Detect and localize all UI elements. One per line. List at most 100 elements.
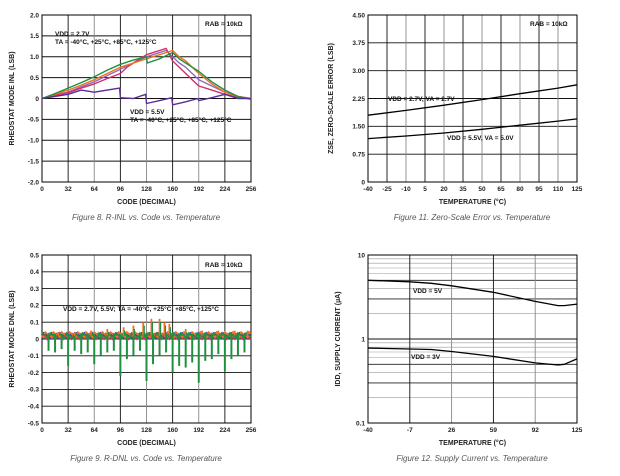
y-tick-label: -0.3 <box>28 387 40 394</box>
chart-annotation: VDD = 5.5V, VA = 5.0V <box>447 135 514 142</box>
y-tick-label: 1.5 <box>30 33 39 40</box>
y-tick-label: 4.50 <box>352 12 365 19</box>
x-tick-label: 125 <box>572 427 583 434</box>
x-tick-label: 80 <box>516 186 524 193</box>
x-tick-label: -10 <box>401 186 411 193</box>
x-tick-label: 32 <box>65 427 73 434</box>
chart-annotation: RAB = 10kΩ <box>530 21 568 28</box>
x-axis-label: CODE (DECIMAL) <box>117 199 176 206</box>
x-tick-label: 50 <box>478 186 486 193</box>
y-tick-label: 2.0 <box>30 12 39 19</box>
x-tick-label: 0 <box>40 427 44 434</box>
x-axis-label: TEMPERATURE (°C) <box>439 439 506 447</box>
y-axis-label: RHEOSTAT MODE INL (LSB) <box>9 51 16 145</box>
figure-caption: Figure 12. Supply Current vs. Temperatur… <box>396 454 548 463</box>
x-tick-label: 192 <box>193 427 204 434</box>
x-tick-label: 0 <box>40 186 44 193</box>
x-axis-label: CODE (DECIMAL) <box>117 440 176 447</box>
series-line-5 <box>41 87 251 106</box>
x-tick-label: 128 <box>141 427 152 434</box>
y-tick-label: 0 <box>35 96 39 103</box>
x-tick-label: 110 <box>553 186 564 193</box>
y-tick-label: 1.50 <box>352 124 365 131</box>
x-tick-label: 5 <box>423 186 427 193</box>
y-tick-label: 0.5 <box>30 75 39 82</box>
x-tick-label: 224 <box>219 427 230 434</box>
x-tick-label: 35 <box>459 186 467 193</box>
series-line-1 <box>367 84 578 116</box>
y-tick-label: 0.4 <box>30 269 39 276</box>
y-tick-label: 1 <box>361 336 365 343</box>
y-tick-label: -2.0 <box>28 179 40 186</box>
chart-2: 4.50 3.75 3.00 2.25 1.50 0.75 0-40 -25 -10 5 20 35 5… <box>328 12 583 222</box>
y-tick-label: -1.0 <box>28 138 40 145</box>
x-tick-label: 128 <box>141 186 152 193</box>
x-tick-label: 256 <box>246 186 257 193</box>
chart-annotation: VDD = 5V <box>413 288 443 295</box>
x-tick-label: -25 <box>382 186 392 193</box>
series-line-2 <box>41 47 252 100</box>
y-tick-label: -0.5 <box>28 117 40 124</box>
chart-annotation: TA = -40°C, +25°C, +85°C, +125°C <box>130 116 232 124</box>
x-tick-label: -40 <box>363 427 373 434</box>
x-tick-label: 64 <box>91 427 99 434</box>
x-tick-label: 160 <box>167 186 178 193</box>
y-tick-label: 0.3 <box>30 286 39 293</box>
x-tick-label: 95 <box>535 186 543 193</box>
y-tick-label: 0.1 <box>356 420 365 427</box>
y-tick-label: 10 <box>358 252 366 259</box>
chart-annotation: RAB = 10kΩ <box>205 262 243 269</box>
y-tick-label: 2.25 <box>352 96 365 103</box>
plot-frame <box>367 14 578 183</box>
chart-3: 0.50.40.30.20.10-0.1-0.2-0.3-0.4-0.50 32 6… <box>9 252 257 463</box>
figure-caption: Figure 9. R-DNL vs. Code vs. Temperature <box>70 454 222 463</box>
figure-caption: Figure 11. Zero-Scale Error vs. Temperat… <box>394 213 551 222</box>
y-tick-label: 0.2 <box>30 303 39 310</box>
y-tick-label: -0.2 <box>28 370 40 377</box>
y-tick-label: 0.1 <box>30 320 39 327</box>
y-tick-label: 3.00 <box>352 68 365 75</box>
x-tick-label: 224 <box>219 186 230 193</box>
series-line-2 <box>367 118 578 140</box>
y-tick-label: -0.1 <box>28 353 40 360</box>
x-tick-label: 96 <box>117 427 125 434</box>
x-axis-label: TEMPERATURE (°C) <box>439 198 506 206</box>
x-tick-label: 65 <box>497 186 505 193</box>
y-axis-label: IDD, SUPPLY CURRENT (µA) <box>335 291 342 386</box>
x-tick-label: -40 <box>363 186 373 193</box>
series-line-1 <box>41 49 252 100</box>
chart-annotation: VDD = 3V <box>411 354 441 361</box>
series-line-3 <box>41 49 252 100</box>
x-tick-label: 125 <box>572 186 583 193</box>
chart-annotation: VDD = 5.5V <box>130 109 165 116</box>
y-axis-label: ZSE, ZERO-SCALE ERROR (LSB) <box>328 43 335 154</box>
chart-annotation: TA = -40°C, +25°C, +85°C, +125°C <box>55 38 157 46</box>
series-line-2 <box>367 347 578 366</box>
chart-4: 10 1 0.1-40 -7 26 59 92 125 VDD = 5V VDD = 3V TEMP… <box>335 252 583 463</box>
chart-1: 2.01.51.00.50-0.5-1.0-1.5-2.00 32 64 96 128 1… <box>9 12 257 222</box>
chart-annotation: RAB = 10kΩ <box>205 21 243 28</box>
x-tick-label: 20 <box>440 186 448 193</box>
x-tick-label: 160 <box>167 427 178 434</box>
chart-annotation: VDD = 2.7V, 5.5V; TA = -40°C, +25°C, +85… <box>63 305 219 313</box>
x-tick-label: 64 <box>91 186 99 193</box>
plot-frame <box>367 254 578 424</box>
chart-annotation: VDD = 2.7V, VA = 2.7V <box>388 96 455 103</box>
series-line-4 <box>41 51 252 100</box>
y-tick-label: 0.5 <box>30 252 39 259</box>
x-tick-label: 32 <box>65 186 73 193</box>
chart-annotation: VDD = 2.7V <box>55 31 90 38</box>
y-axis-label: RHEOSTAT MODE DNL (LSB) <box>9 290 16 387</box>
series-line-1 <box>367 279 578 307</box>
x-tick-label: 26 <box>448 427 456 434</box>
y-tick-label: -0.4 <box>28 404 40 411</box>
x-tick-label: 192 <box>193 186 204 193</box>
y-tick-label: 0 <box>361 179 365 186</box>
x-tick-label: 256 <box>246 427 257 434</box>
x-tick-label: 96 <box>117 186 125 193</box>
x-tick-label: 59 <box>490 427 498 434</box>
x-tick-label: 92 <box>532 427 540 434</box>
y-tick-label: -1.5 <box>28 158 40 165</box>
y-tick-label: 0 <box>35 336 39 343</box>
